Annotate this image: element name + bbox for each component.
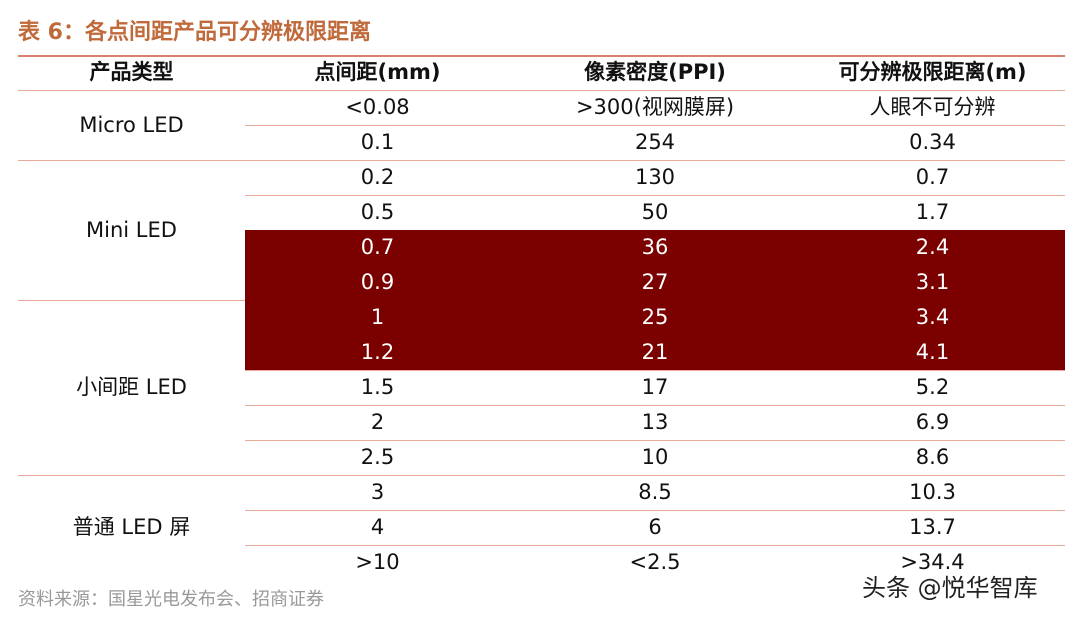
table-cell: 1 bbox=[370, 305, 385, 329]
table-cell: 50 bbox=[641, 200, 669, 224]
column-header: 可分辨极限距离(m) bbox=[838, 60, 1027, 84]
table-cell: 2.5 bbox=[360, 445, 395, 469]
table-cell: 1.5 bbox=[360, 375, 395, 399]
table-cell: 2 bbox=[370, 410, 385, 434]
table-cell: 25 bbox=[641, 305, 669, 329]
table-cell: 17 bbox=[641, 375, 669, 399]
title: 表 6：各点间距产品可分辨极限距离 bbox=[18, 20, 371, 45]
column-header: 点间距(mm) bbox=[314, 60, 441, 84]
table-cell: 1.2 bbox=[360, 340, 395, 364]
table-cell: 8.6 bbox=[915, 445, 950, 469]
row-rule bbox=[245, 440, 1065, 441]
table-cell: 3.4 bbox=[915, 305, 950, 329]
source: 资料来源：国星光电发布会、招商证券 bbox=[18, 589, 324, 610]
highlight-band bbox=[245, 335, 1065, 370]
table-cell: 0.2 bbox=[360, 165, 395, 189]
table-cell: 0.7 bbox=[915, 165, 950, 189]
column-header: 产品类型 bbox=[89, 60, 174, 84]
table-cell: 36 bbox=[641, 235, 669, 259]
table-cell: <0.08 bbox=[345, 95, 410, 119]
row-rule bbox=[245, 510, 1065, 511]
table-cell: 13.7 bbox=[909, 515, 956, 539]
table-cell: 130 bbox=[634, 165, 676, 189]
group-name: 普通 LED 屏 bbox=[72, 515, 191, 539]
table-cell: 0.34 bbox=[909, 130, 956, 154]
table-cell: 8.5 bbox=[638, 480, 672, 504]
row-rule bbox=[245, 195, 1065, 196]
table-cell: 0.9 bbox=[360, 270, 395, 294]
table-cell: 0.7 bbox=[360, 235, 395, 259]
table-cell: 1.7 bbox=[915, 200, 950, 224]
group-name: Micro LED bbox=[79, 112, 184, 137]
row-rule bbox=[245, 125, 1065, 126]
table-cell: 0.5 bbox=[360, 200, 395, 224]
table-cell: 10.3 bbox=[909, 480, 956, 504]
table-cell: 6 bbox=[648, 515, 662, 539]
table-cell: 3 bbox=[370, 480, 385, 504]
group-name: Mini LED bbox=[86, 217, 177, 242]
table-cell: 13 bbox=[641, 410, 669, 434]
table-cell: 5.2 bbox=[915, 375, 950, 399]
row-rule bbox=[245, 370, 1065, 371]
highlight-band bbox=[245, 265, 1065, 300]
table-cell: 0.1 bbox=[360, 130, 395, 154]
table-cell: 27 bbox=[641, 270, 669, 294]
table-cell: 2.4 bbox=[915, 235, 950, 259]
row-rule bbox=[245, 405, 1065, 406]
group-rule bbox=[18, 475, 1065, 476]
group-rule bbox=[18, 160, 1065, 161]
table-cell: >34.4 bbox=[900, 550, 965, 574]
table-cell: 10 bbox=[641, 445, 669, 469]
table-cell: <2.5 bbox=[629, 550, 681, 574]
table-cell: 4 bbox=[370, 515, 385, 539]
rule bbox=[18, 55, 1065, 57]
table-cell: 21 bbox=[641, 340, 669, 364]
table-cell: 254 bbox=[634, 130, 676, 154]
row-rule bbox=[245, 545, 1065, 546]
table-cell: 3.1 bbox=[915, 270, 950, 294]
table-cell: >300(视网膜屏) bbox=[575, 95, 735, 119]
watermark: 头条 @悦华智库 bbox=[862, 574, 1038, 602]
rule bbox=[18, 90, 1065, 91]
column-header: 像素密度(PPI) bbox=[584, 60, 726, 84]
highlight-band bbox=[245, 230, 1065, 265]
table-cell: 人眼不可分辨 bbox=[869, 95, 996, 119]
highlight-band bbox=[245, 300, 1065, 335]
table-cell: 4.1 bbox=[915, 340, 950, 364]
table-cell: 6.9 bbox=[915, 410, 950, 434]
table-cell: >10 bbox=[355, 550, 400, 574]
group-name: 小间距 LED bbox=[76, 375, 187, 399]
